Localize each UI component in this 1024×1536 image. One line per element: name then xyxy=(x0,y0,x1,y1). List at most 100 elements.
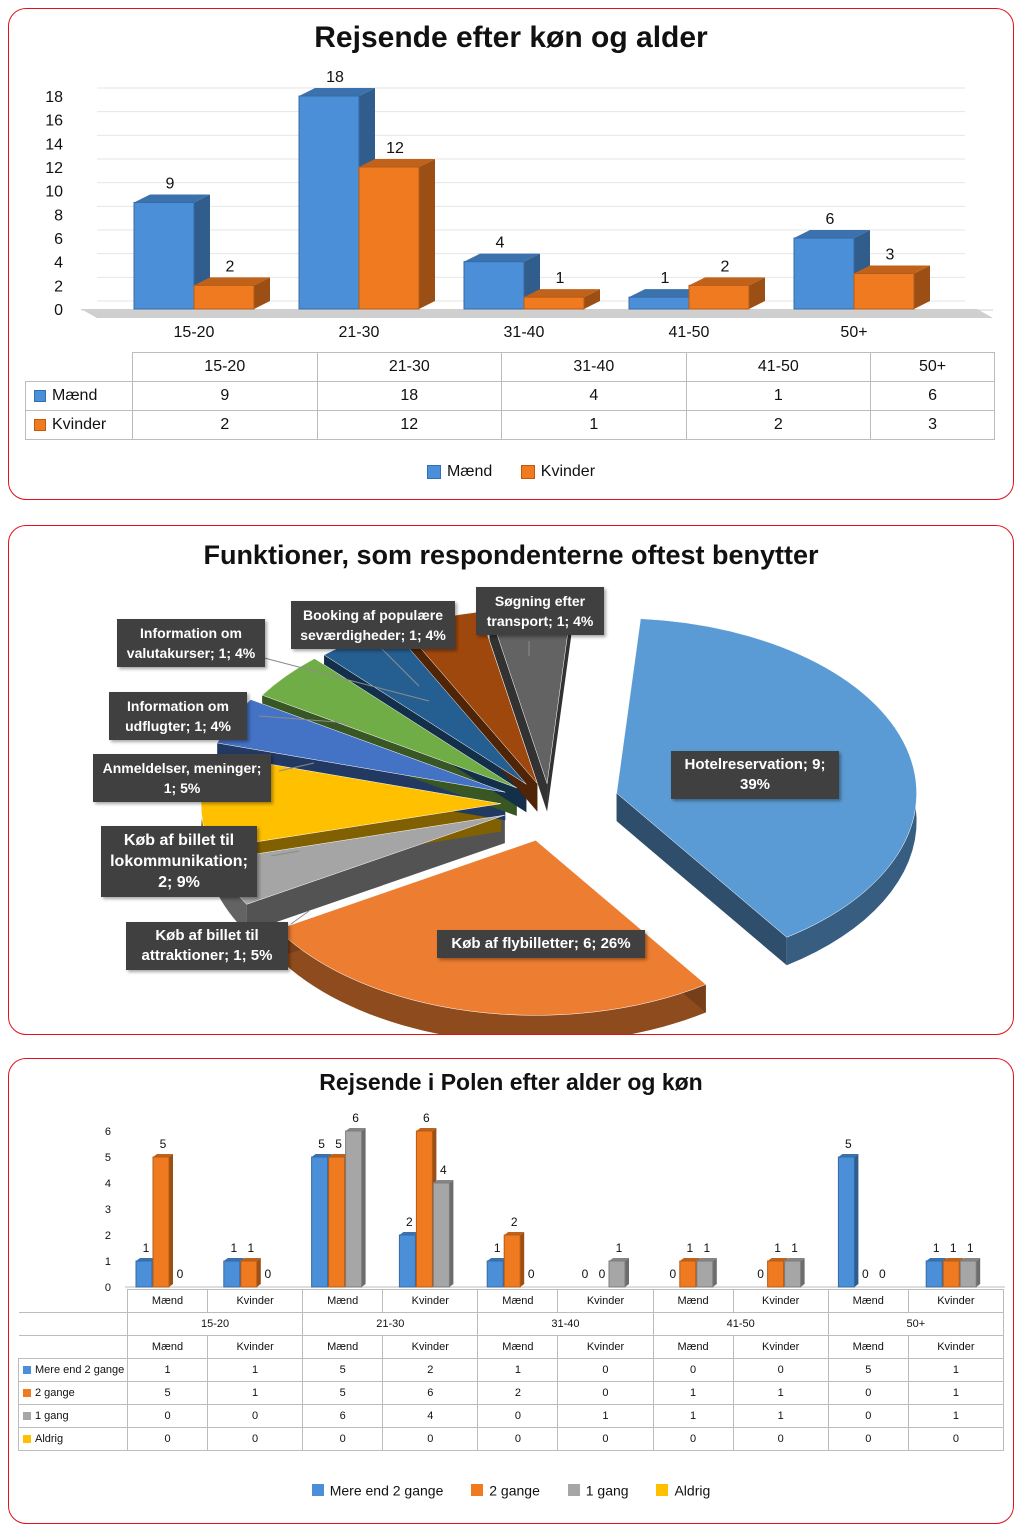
data-label: 0 xyxy=(582,1267,589,1281)
bar xyxy=(432,1182,450,1288)
bar-top xyxy=(134,194,210,203)
table-col-header: Kvinder xyxy=(732,1335,829,1359)
legend-swatch-icon xyxy=(23,1366,31,1375)
data-label: 0 xyxy=(528,1267,535,1281)
table-cell: 18 xyxy=(316,381,503,411)
legend-item: Mere end 2 gange xyxy=(311,1481,444,1499)
bar xyxy=(345,1130,363,1288)
legend-item: Mænd xyxy=(426,463,493,481)
y-tick-label: 14 xyxy=(45,136,63,153)
table-col-header: Kvinder xyxy=(907,1289,1005,1313)
table-cell: 1 xyxy=(732,1404,829,1428)
table-cell: 0 xyxy=(302,1427,384,1451)
series-name: Mænd xyxy=(52,387,98,404)
table-group-header: 41-50 xyxy=(652,1312,829,1336)
bar-top xyxy=(345,1128,366,1131)
pie-slice-cut xyxy=(616,793,787,966)
table-cell: 0 xyxy=(127,1404,208,1428)
table-cell: 1 xyxy=(732,1381,829,1405)
bar-side xyxy=(800,1258,805,1287)
legend-label: Aldrig xyxy=(674,1482,711,1499)
bar xyxy=(793,237,855,310)
table-cell: 0 xyxy=(827,1381,909,1405)
data-label: 0 xyxy=(757,1267,764,1281)
pie-label-excursions: Information om udflugter; 1; 4% xyxy=(109,692,247,740)
data-label: 18 xyxy=(326,69,344,86)
y-tick-label: 3 xyxy=(105,1204,111,1216)
legend-item: Kvinder xyxy=(520,463,595,481)
legend-label: Mænd xyxy=(446,463,493,480)
chart2-pie xyxy=(200,608,917,1034)
data-label: 1 xyxy=(703,1241,710,1255)
data-label: 1 xyxy=(556,270,565,287)
table-col-header: Mænd xyxy=(827,1289,909,1313)
table-cell: 1 xyxy=(652,1381,734,1405)
leader-line xyxy=(258,715,350,724)
y-tick-label: 4 xyxy=(105,1178,111,1190)
chart-panel-gender-age: Rejsende efter køn og alder 0 2 4 6 8 10 12 14 1… xyxy=(8,8,1014,500)
bar-top xyxy=(679,1258,700,1261)
table-cell: 2 xyxy=(477,1381,559,1405)
table-row-header: Kvinder xyxy=(25,410,133,440)
table-row-header: 2 gange xyxy=(18,1381,128,1405)
legend-label: Mere end 2 gange xyxy=(329,1482,444,1499)
bar xyxy=(311,1156,329,1288)
data-label: 6 xyxy=(352,1111,359,1125)
bar-top xyxy=(960,1258,981,1261)
bar xyxy=(135,1260,153,1288)
legend-swatch-icon xyxy=(656,1484,669,1497)
data-label: 12 xyxy=(386,140,404,157)
bar-side xyxy=(914,265,930,309)
pie-label-local-transport: Køb af billet til lokommunikation; 2; 9% xyxy=(101,826,257,897)
chart3-legend: Mere end 2 gange 2 gange 1 gang Aldrig xyxy=(9,1481,1013,1498)
bar xyxy=(503,1234,521,1288)
y-tick-label: 0 xyxy=(54,302,63,319)
bar xyxy=(853,273,915,310)
pie-slice-edge xyxy=(277,929,706,1034)
table-col-header: 41-50 xyxy=(685,352,872,382)
bar-top xyxy=(416,1128,437,1131)
pie-label-flights: Køb af flybilletter; 6; 26% xyxy=(437,930,645,958)
bar-top xyxy=(311,1154,332,1157)
table-cell: 1 xyxy=(127,1358,208,1382)
table-col-header: Mænd xyxy=(127,1289,208,1313)
bar-top xyxy=(464,253,540,262)
bar-side xyxy=(419,159,435,309)
table-row: Kvinder 2 12 1 2 3 xyxy=(25,410,995,440)
bar-side xyxy=(449,1180,454,1287)
legend-swatch-icon xyxy=(23,1435,31,1444)
table-row: Mere end 2 gange 1 1 5 2 1 0 0 0 5 1 xyxy=(18,1358,1005,1382)
data-label: 1 xyxy=(967,1241,974,1255)
legend-swatch-icon xyxy=(23,1412,31,1421)
y-tick-label: 1 xyxy=(105,1256,111,1268)
bar-top xyxy=(240,1258,261,1261)
data-label: 5 xyxy=(318,1137,325,1151)
x-tick-label: 31-40 xyxy=(504,324,545,341)
table-cell: 1 xyxy=(907,1404,1005,1428)
legend-swatch-icon xyxy=(426,465,441,479)
table-row: Aldrig 0 0 0 0 0 0 0 0 0 0 xyxy=(18,1427,1005,1451)
table-cell: 5 xyxy=(302,1381,384,1405)
series-name: Aldrig xyxy=(35,1433,64,1445)
table-col-header: Mænd xyxy=(652,1335,734,1359)
table-cell: 5 xyxy=(127,1381,208,1405)
chart1-plot: 02468101214161815-209221-30181231-404141… xyxy=(45,69,993,341)
bar-top xyxy=(854,265,930,274)
table-col-header: Kvinder xyxy=(382,1289,479,1313)
bar-top xyxy=(926,1258,947,1261)
bar xyxy=(837,1156,855,1288)
bar-top xyxy=(794,230,870,238)
data-label: 0 xyxy=(264,1267,271,1281)
legend-swatch-icon xyxy=(471,1484,484,1497)
data-label: 1 xyxy=(950,1241,957,1255)
bar-side xyxy=(584,289,600,309)
x-tick-label: 50+ xyxy=(840,324,867,341)
table-header-row: 15-20 21-30 31-40 41-50 50+ xyxy=(25,352,995,382)
bar-top xyxy=(504,1232,525,1235)
legend-label: 1 gang xyxy=(585,1482,629,1499)
data-label: 1 xyxy=(686,1241,693,1255)
bar-side xyxy=(625,1258,629,1287)
bar-side xyxy=(520,1232,525,1287)
data-label: 2 xyxy=(406,1215,413,1229)
legend-swatch-icon xyxy=(567,1484,580,1497)
